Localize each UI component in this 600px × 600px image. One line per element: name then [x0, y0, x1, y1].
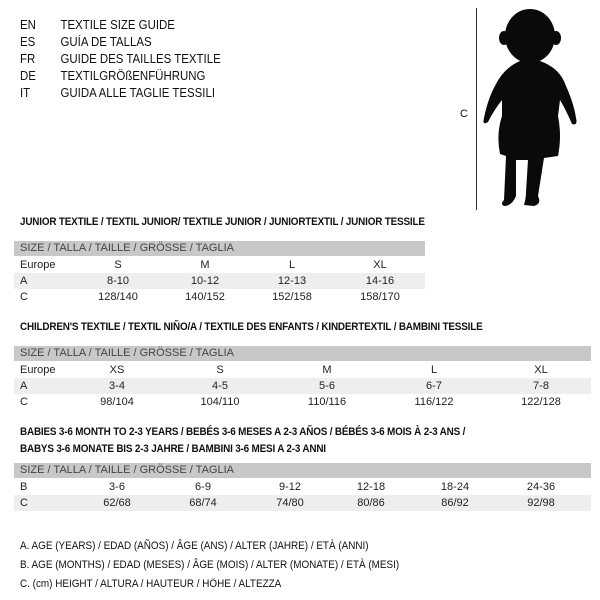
table-cell: 62/68 — [103, 497, 131, 509]
junior-title: JUNIOR TEXTILE / TEXTIL JUNIOR/ TEXTILE … — [20, 216, 425, 228]
row-label: C — [20, 396, 28, 408]
language-text: TEXTILE SIZE GUIDE — [60, 17, 175, 32]
table-cell: 158/170 — [360, 291, 400, 303]
table-cell: 74/80 — [276, 497, 304, 509]
table-cell: 3-6 — [109, 481, 125, 493]
table-cell: 68/74 — [189, 497, 217, 509]
children-title: CHILDREN'S TEXTILE / TEXTIL NIÑO/A / TEX… — [20, 321, 483, 333]
table-cell: 18-24 — [440, 481, 470, 493]
table-cell: M — [322, 364, 332, 376]
table-row: A 3-4 4-5 5-6 6-7 7-8 — [14, 378, 591, 394]
table-cell: 140/152 — [185, 291, 225, 303]
row-label: A — [20, 380, 28, 392]
language-code: FR — [20, 51, 36, 66]
language-title: DE TEXTILGRÖßENFÜHRUNG — [20, 67, 205, 84]
table-cell: 12-18 — [356, 481, 386, 493]
language-title: IT GUIDA ALLE TAGLIE TESSILI — [20, 84, 215, 101]
table-row: C 98/104 104/110 110/116 116/122 122/128 — [14, 394, 591, 410]
junior-size-table: SIZE / TALLA / TAILLE / GRÖSSE / TAGLIA E… — [14, 241, 425, 305]
table-cell: 4-5 — [212, 380, 228, 392]
legend-item: C. (cm) HEIGHT / ALTURA / HAUTEUR / HÖHE… — [20, 578, 282, 590]
table-cell: 3-4 — [109, 380, 125, 392]
babies-size-table: SIZE / TALLA / TAILLE / GRÖSSE / TAGLIA B… — [14, 463, 591, 511]
language-title: EN TEXTILE SIZE GUIDE — [20, 16, 175, 33]
babies-title-line2: BABYS 3-6 MONATE BIS 2-3 JAHRE / BAMBINI… — [20, 443, 326, 455]
table-cell: XS — [109, 364, 125, 376]
row-label: Europe — [20, 364, 56, 376]
row-label: C — [20, 291, 28, 303]
child-silhouette-icon — [483, 9, 577, 206]
table-cell: 12-13 — [277, 275, 307, 287]
table-cell: 7-8 — [533, 380, 549, 392]
legend-item: B. AGE (MONTHS) / EDAD (MESES) / ÂGE (MO… — [20, 559, 400, 571]
language-code: EN — [20, 17, 36, 32]
table-cell: 14-16 — [365, 275, 395, 287]
table-cell: 80/86 — [357, 497, 385, 509]
language-text: GUIDE DES TAILLES TEXTILE — [60, 51, 221, 66]
row-label: C — [20, 497, 28, 509]
table-cell: S — [216, 364, 224, 376]
children-size-table: SIZE / TALLA / TAILLE / GRÖSSE / TAGLIA E… — [14, 346, 591, 410]
language-text: GUIDA ALLE TAGLIE TESSILI — [60, 85, 216, 100]
table-cell: 8-10 — [106, 275, 130, 287]
table-cell: 116/122 — [414, 396, 454, 408]
row-label: B — [20, 481, 28, 493]
table-cell: 6-9 — [195, 481, 211, 493]
table-cell: 10-12 — [190, 275, 220, 287]
table-cell: XL — [373, 259, 387, 271]
row-label: Europe — [20, 259, 56, 271]
table-row: A 8-10 10-12 12-13 14-16 — [14, 273, 425, 289]
language-title: FR GUIDE DES TAILLES TEXTILE — [20, 50, 221, 67]
table-cell: L — [288, 259, 296, 271]
table-cell: 128/140 — [98, 291, 138, 303]
table-cell: 86/92 — [441, 497, 469, 509]
table-cell: M — [200, 259, 210, 271]
table-cell: 24-36 — [526, 481, 556, 493]
table-header: SIZE / TALLA / TAILLE / GRÖSSE / TAGLIA — [14, 346, 591, 361]
language-text: GUÍA DE TALLAS — [60, 34, 152, 49]
babies-title-line1: BABIES 3-6 MONTH TO 2-3 YEARS / BEBÉS 3-… — [20, 426, 466, 438]
row-label: A — [20, 275, 28, 287]
table-cell: 152/158 — [272, 291, 312, 303]
table-cell: 5-6 — [319, 380, 335, 392]
table-cell: 9-12 — [278, 481, 302, 493]
table-cell: S — [114, 259, 122, 271]
legend-item: A. AGE (YEARS) / EDAD (AÑOS) / ÂGE (ANS)… — [20, 540, 369, 552]
language-code: DE — [20, 68, 36, 83]
height-label: C — [460, 108, 468, 120]
table-cell: 104/110 — [200, 396, 240, 408]
height-line — [476, 8, 477, 210]
language-title: ES GUÍA DE TALLAS — [20, 33, 152, 50]
table-header: SIZE / TALLA / TAILLE / GRÖSSE / TAGLIA — [14, 241, 425, 256]
table-cell: XL — [534, 364, 548, 376]
table-row: Europe S M L XL — [14, 257, 425, 273]
language-code: IT — [20, 85, 31, 100]
table-cell: 92/98 — [527, 497, 555, 509]
table-row: Europe XS S M L XL — [14, 362, 591, 378]
table-row: C 62/68 68/74 74/80 80/86 86/92 92/98 — [14, 495, 591, 511]
table-row: C 128/140 140/152 152/158 158/170 — [14, 289, 425, 305]
table-cell: 98/104 — [100, 396, 134, 408]
table-cell: 110/116 — [307, 396, 347, 408]
table-cell: L — [430, 364, 438, 376]
table-header: SIZE / TALLA / TAILLE / GRÖSSE / TAGLIA — [14, 463, 591, 478]
table-cell: 122/128 — [521, 396, 561, 408]
table-row: B 3-6 6-9 9-12 12-18 18-24 24-36 — [14, 479, 591, 495]
table-cell: 6-7 — [426, 380, 442, 392]
language-text: TEXTILGRÖßENFÜHRUNG — [60, 68, 206, 83]
language-code: ES — [20, 34, 36, 49]
